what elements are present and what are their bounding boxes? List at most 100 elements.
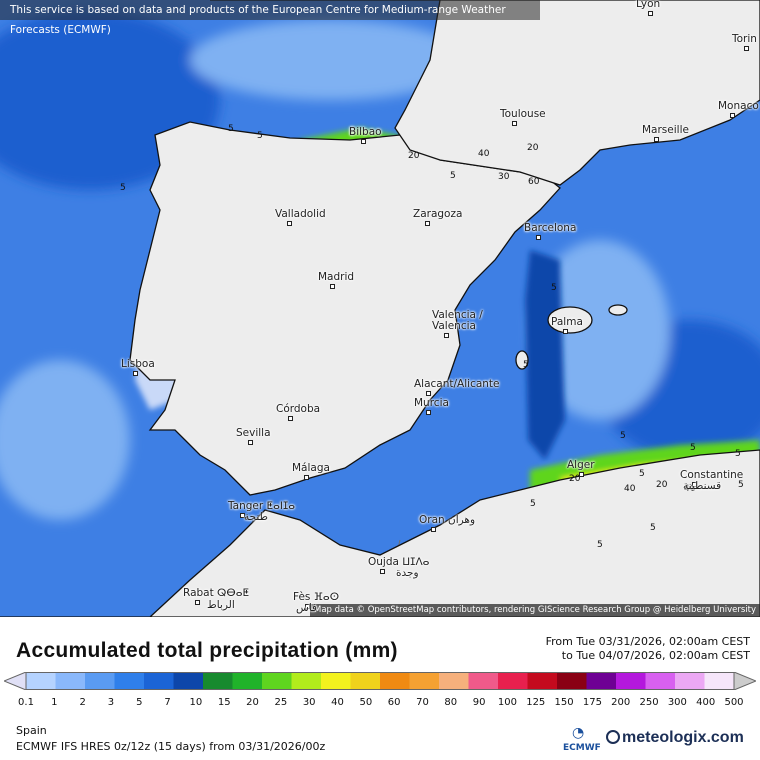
ecmwf-data-notice: This service is based on data and produc… <box>0 0 540 36</box>
city-label: Barcelona <box>524 222 577 234</box>
legend-swatch <box>704 672 735 690</box>
city-marker <box>426 410 431 415</box>
city-label: Córdoba <box>276 403 321 415</box>
legend-swatch <box>232 672 263 690</box>
legend-label: 70 <box>416 697 429 708</box>
legend-arrow-right <box>733 672 756 690</box>
contour-label: 20 <box>408 151 420 161</box>
map-credits[interactable]: Map data © OpenStreetMap contributors, r… <box>310 604 760 617</box>
contour-label: 5 <box>650 523 656 533</box>
meteologix-logo[interactable]: meteologix.com <box>606 729 744 747</box>
city-label: Alger <box>567 459 595 471</box>
contour-label: 40 <box>684 484 696 494</box>
legend-label: 10 <box>189 697 203 708</box>
contour-label: 5 <box>735 449 741 459</box>
period-to: to Tue 04/07/2026, 02:00am CEST <box>561 649 750 662</box>
ecmwf-logo-text: ECMWF <box>563 743 601 753</box>
legend-swatch <box>173 672 204 690</box>
legend-label: 90 <box>472 697 486 708</box>
city-label: وجدة <box>396 567 419 579</box>
city-marker <box>380 569 385 574</box>
legend-swatch <box>645 672 676 690</box>
city-marker <box>304 475 309 480</box>
legend-label: 30 <box>302 697 316 708</box>
precipitation-legend-labels: 0.1 1 2 3 5 7 10 15 20 25 30 40 50 60 70 80 90 100 125 150 1… <box>0 697 760 711</box>
legend-label: 150 <box>554 697 574 708</box>
city-label: Torin <box>732 33 757 45</box>
city-marker <box>444 333 449 338</box>
contour-label: 5 <box>257 131 263 141</box>
contour-label: 40 <box>478 149 490 159</box>
model-info: ECMWF IFS HRES 0z/12z (15 days) from 03/… <box>16 740 326 753</box>
legend-label: 20 <box>246 697 259 708</box>
city-label: Palma <box>551 316 583 328</box>
city-label: طنجة <box>244 511 268 523</box>
contour-label: 5 <box>551 283 557 293</box>
legend-label: 60 <box>387 697 401 708</box>
legend-label: 80 <box>444 697 458 708</box>
map-title: Accumulated total precipitation (mm) <box>16 639 398 662</box>
legend-label: 3 <box>107 697 115 708</box>
city-label: فاس <box>296 602 318 614</box>
legend-swatch <box>350 672 381 690</box>
legend-label: 15 <box>217 697 231 708</box>
contour-label: 5 <box>450 171 456 181</box>
city-marker <box>288 416 293 421</box>
city-marker <box>730 113 735 118</box>
contour-label: 20 <box>656 480 668 490</box>
precipitation-legend-bar <box>4 672 756 690</box>
precip-strip-med <box>525 250 565 460</box>
legend-label: 300 <box>667 697 687 708</box>
city-label: Lisboa <box>121 358 155 370</box>
city-marker <box>654 137 659 142</box>
legend-swatch <box>380 672 410 690</box>
legend-swatch <box>291 672 322 690</box>
city-label: Toulouse <box>500 108 546 120</box>
contour-label: 30 <box>498 172 510 182</box>
map-footer: Accumulated total precipitation (mm) Fro… <box>0 617 760 760</box>
city-label: Monaco <box>718 100 759 112</box>
city-marker <box>648 11 653 16</box>
legend-arrow-left <box>4 672 27 690</box>
city-marker <box>195 600 200 605</box>
city-label: Murcia <box>414 397 449 409</box>
legend-swatch <box>498 672 528 690</box>
legend-label: 200 <box>611 697 631 708</box>
city-marker <box>563 329 568 334</box>
legend-swatch <box>144 672 174 690</box>
contour-label: 5 <box>738 480 744 490</box>
legend-swatch <box>26 672 56 690</box>
city-marker <box>287 221 292 226</box>
ecmwf-logo[interactable]: ◔ ECMWF <box>560 725 604 757</box>
legend-label: 7 <box>164 697 171 708</box>
meteologix-logo-text: meteologix.com <box>622 729 744 746</box>
city-label: Lyon <box>636 0 661 10</box>
legend-label: 500 <box>724 697 744 708</box>
legend-swatch <box>616 672 646 690</box>
legend-label: 250 <box>639 697 659 708</box>
legend-label: 100 <box>497 697 517 708</box>
contour-label: 20 <box>569 474 581 484</box>
contour-label: 60 <box>528 177 540 187</box>
ecmwf-logo-icon: ◔ <box>572 725 585 741</box>
forecast-period: From Tue 03/31/2026, 02:00am CEST to Tue… <box>546 635 750 663</box>
contour-label: 40 <box>624 484 636 494</box>
legend-label: 1 <box>51 697 58 708</box>
legend-swatch <box>586 672 617 690</box>
contour-label: 5 <box>120 183 126 193</box>
contour-label: 5 <box>597 540 603 550</box>
city-marker <box>744 46 749 51</box>
legend-label: 40 <box>331 697 344 708</box>
legend-swatch <box>321 672 351 690</box>
city-label: Tanger ⵟⴰⵏⵊⴰ <box>228 500 296 512</box>
legend-swatch <box>527 672 558 690</box>
legend-swatch <box>85 672 115 690</box>
precipitation-map[interactable]: 5 5 5 5 5 5 20 40 20 30 60 5 5 5 5 5 5 20 40 40 5 20 5 This se… <box>0 0 760 617</box>
city-label: Marseille <box>642 124 689 136</box>
legend-label: 125 <box>526 697 546 708</box>
legend-swatch <box>55 672 86 690</box>
city-marker <box>425 221 430 226</box>
contour-label: 5 <box>228 124 234 134</box>
city-marker <box>692 482 697 487</box>
city-marker <box>133 371 138 376</box>
